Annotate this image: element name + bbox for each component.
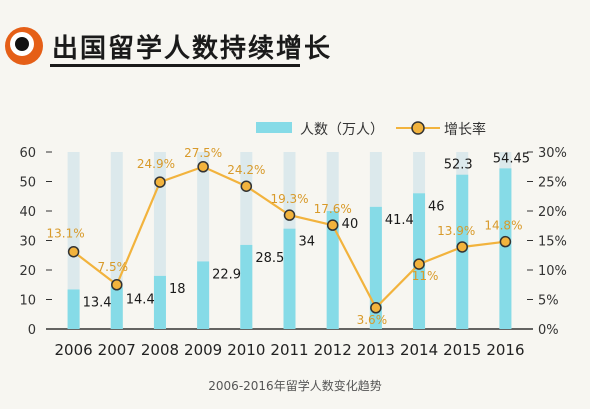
bar-value-label: 18 [169, 282, 186, 297]
y-left-tick-label: 0 [28, 323, 36, 338]
bar-value-label: 46 [428, 199, 445, 214]
bar-series [67, 152, 512, 329]
y-right-tick-label: 5% [538, 294, 559, 309]
growth-point-2007 [111, 279, 123, 291]
growth-value-label: 24.9% [137, 157, 175, 171]
bar-value-label: 54.45 [493, 151, 530, 166]
y-left-tick-label: 30 [19, 235, 36, 250]
legend-label-growth: 增长率 [444, 122, 486, 138]
bar-value-label: 13.4 [83, 295, 112, 310]
bar-value-label: 40 [342, 217, 359, 232]
growth-point-2014 [413, 258, 425, 270]
target-icon [5, 27, 43, 65]
x-tick-label: 2011 [270, 341, 308, 359]
x-tick-label: 2009 [184, 341, 222, 359]
bar-2016 [499, 168, 512, 329]
title-underline [50, 64, 300, 67]
growth-point-2006 [67, 245, 80, 258]
growth-value-label: 13.1% [47, 227, 85, 241]
growth-value-label: 17.6% [314, 202, 352, 216]
y-left-tick-label: 40 [19, 205, 36, 220]
y-right-tick-label: 10% [538, 264, 567, 279]
bar-value-label: 41.4 [385, 213, 414, 228]
bar-background [67, 152, 80, 329]
y-left-tick-label: 50 [19, 176, 36, 191]
x-tick-label: 2013 [357, 341, 395, 359]
bar-2012 [326, 211, 339, 329]
bar-2008 [153, 275, 166, 329]
growth-rate-series [67, 161, 512, 314]
bar-value-label: 28.5 [255, 251, 284, 266]
growth-point-2012 [326, 219, 339, 231]
y-right-tick-label: 15% [538, 235, 567, 250]
page-title: 出国留学人数持续增长 [52, 34, 333, 64]
growth-point-2016 [499, 235, 512, 248]
legend-swatch-students [256, 122, 292, 133]
growth-point-2015 [456, 241, 468, 253]
x-tick-label: 2014 [400, 341, 438, 359]
growth-value-label: 7.5% [98, 260, 129, 274]
bar-2013 [369, 206, 382, 329]
y-left-tick-label: 20 [19, 264, 36, 279]
bar-2009 [197, 261, 210, 329]
growth-point-2013 [370, 302, 382, 314]
bar-2011 [283, 228, 296, 329]
bar-2010 [240, 244, 253, 329]
growth-point-2011 [283, 209, 296, 221]
bar-value-label: 22.9 [212, 267, 241, 282]
bar-value-label: 14.4 [126, 293, 155, 308]
y-right-tick-label: 0% [538, 323, 559, 338]
y-left-tick-label: 10 [19, 294, 36, 309]
chart-caption: 2006-2016年留学人数变化趋势 [208, 379, 382, 393]
growth-value-label: 27.5% [184, 146, 222, 160]
x-tick-label: 2016 [486, 341, 524, 359]
legend-swatch-growth [396, 121, 440, 135]
bar-value-label: 52.3 [444, 158, 473, 173]
bar-value-label: 34 [299, 235, 316, 250]
x-tick-label: 2010 [227, 341, 265, 359]
x-tick-label: 2007 [98, 341, 136, 359]
legend-label-students: 人数（万人） [300, 122, 384, 138]
x-tick-label: 2012 [314, 341, 352, 359]
y-left-tick-label: 60 [19, 146, 36, 161]
x-tick-label: 2008 [141, 341, 179, 359]
growth-point-2008 [154, 176, 166, 188]
header: 出国留学人数持续增长 [0, 0, 590, 70]
y-right-tick-label: 20% [538, 205, 567, 220]
growth-point-2009 [197, 161, 209, 173]
data-labels: 13.4 14.4 18 22.9 28.5 34 40 41.4 46 52.3 54.45 13.… [47, 146, 530, 327]
chart-axes: 0 10 20 30 40 50 60 0% 5% 10% 15% 20% 25% 30% 2006 2007… [19, 146, 566, 359]
growth-value-label: 3.6% [357, 313, 388, 327]
growth-value-label: 14.8% [484, 219, 522, 233]
y-right-tick-label: 25% [538, 176, 567, 191]
y-right-tick-label: 30% [538, 146, 567, 161]
x-tick-label: 2006 [54, 341, 92, 359]
growth-value-label: 24.2% [227, 163, 265, 177]
growth-value-label: 19.3% [270, 192, 308, 206]
growth-point-2010 [240, 180, 253, 192]
bar-2006 [67, 289, 80, 329]
growth-value-label: 11% [412, 269, 439, 283]
growth-value-label: 13.9% [437, 224, 475, 238]
bar-2007 [110, 286, 123, 329]
x-tick-label: 2015 [443, 341, 481, 359]
